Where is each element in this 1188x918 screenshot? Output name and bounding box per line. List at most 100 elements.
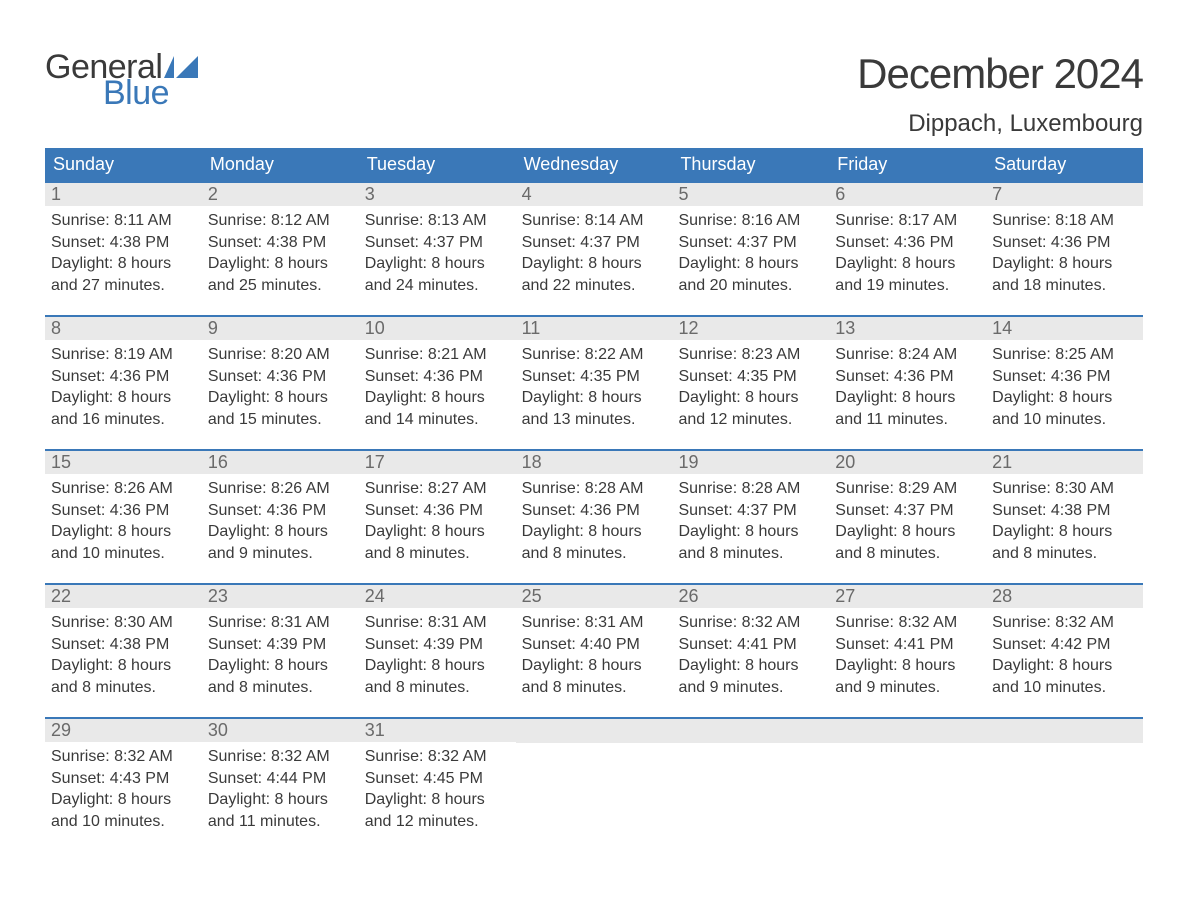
day-d1: Daylight: 8 hours	[208, 253, 353, 275]
day-number-row: 18	[516, 451, 673, 474]
day-sunset: Sunset: 4:36 PM	[208, 500, 353, 522]
day-number: 20	[835, 452, 855, 472]
day-sunset: Sunset: 4:36 PM	[992, 366, 1137, 388]
day-body	[986, 743, 1143, 833]
day-sunrise: Sunrise: 8:22 AM	[522, 344, 667, 366]
day-d2: and 10 minutes.	[51, 543, 196, 565]
day-body: Sunrise: 8:26 AMSunset: 4:36 PMDaylight:…	[45, 474, 202, 568]
day-d2: and 25 minutes.	[208, 275, 353, 297]
calendar: Sunday Monday Tuesday Wednesday Thursday…	[45, 148, 1143, 839]
calendar-week: 29Sunrise: 8:32 AMSunset: 4:43 PMDayligh…	[45, 717, 1143, 839]
weekday-header: Saturday	[986, 148, 1143, 181]
day-sunset: Sunset: 4:37 PM	[522, 232, 667, 254]
day-d1: Daylight: 8 hours	[992, 521, 1137, 543]
day-body: Sunrise: 8:32 AMSunset: 4:45 PMDaylight:…	[359, 742, 516, 836]
day-sunrise: Sunrise: 8:30 AM	[992, 478, 1137, 500]
day-d1: Daylight: 8 hours	[365, 521, 510, 543]
day-number: 11	[522, 318, 541, 338]
day-d1: Daylight: 8 hours	[365, 387, 510, 409]
day-d2: and 8 minutes.	[522, 543, 667, 565]
day-sunset: Sunset: 4:36 PM	[365, 500, 510, 522]
weekday-header: Wednesday	[516, 148, 673, 181]
day-d1: Daylight: 8 hours	[208, 789, 353, 811]
day-number: 3	[365, 184, 375, 204]
calendar-day: 5Sunrise: 8:16 AMSunset: 4:37 PMDaylight…	[672, 183, 829, 303]
day-body: Sunrise: 8:18 AMSunset: 4:36 PMDaylight:…	[986, 206, 1143, 300]
logo: General Blue	[45, 50, 198, 110]
day-number: 18	[522, 452, 542, 472]
day-d2: and 9 minutes.	[835, 677, 980, 699]
day-d1: Daylight: 8 hours	[208, 521, 353, 543]
day-number: 17	[365, 452, 385, 472]
day-body	[516, 743, 673, 833]
day-body: Sunrise: 8:17 AMSunset: 4:36 PMDaylight:…	[829, 206, 986, 300]
day-sunrise: Sunrise: 8:32 AM	[365, 746, 510, 768]
day-sunrise: Sunrise: 8:16 AM	[678, 210, 823, 232]
location-label: Dippach, Luxembourg	[857, 110, 1143, 138]
day-body: Sunrise: 8:23 AMSunset: 4:35 PMDaylight:…	[672, 340, 829, 434]
day-sunrise: Sunrise: 8:11 AM	[51, 210, 196, 232]
day-number: 9	[208, 318, 218, 338]
day-number: 10	[365, 318, 385, 338]
day-d2: and 8 minutes.	[835, 543, 980, 565]
day-d2: and 8 minutes.	[992, 543, 1137, 565]
day-sunset: Sunset: 4:38 PM	[208, 232, 353, 254]
day-number: 14	[992, 318, 1012, 338]
calendar-day: 7Sunrise: 8:18 AMSunset: 4:36 PMDaylight…	[986, 183, 1143, 303]
day-body: Sunrise: 8:29 AMSunset: 4:37 PMDaylight:…	[829, 474, 986, 568]
day-number-row: 7	[986, 183, 1143, 206]
day-sunset: Sunset: 4:37 PM	[365, 232, 510, 254]
day-d1: Daylight: 8 hours	[835, 253, 980, 275]
day-number-row	[986, 719, 1143, 743]
day-number: 5	[678, 184, 688, 204]
day-body: Sunrise: 8:22 AMSunset: 4:35 PMDaylight:…	[516, 340, 673, 434]
day-number-row: 28	[986, 585, 1143, 608]
day-d1: Daylight: 8 hours	[51, 253, 196, 275]
day-sunrise: Sunrise: 8:32 AM	[678, 612, 823, 634]
calendar-day: 26Sunrise: 8:32 AMSunset: 4:41 PMDayligh…	[672, 585, 829, 705]
day-sunrise: Sunrise: 8:20 AM	[208, 344, 353, 366]
day-number-row: 6	[829, 183, 986, 206]
day-number: 28	[992, 586, 1012, 606]
day-body: Sunrise: 8:31 AMSunset: 4:39 PMDaylight:…	[202, 608, 359, 702]
day-d2: and 9 minutes.	[678, 677, 823, 699]
day-number: 21	[992, 452, 1012, 472]
day-number-row: 15	[45, 451, 202, 474]
day-number-row: 31	[359, 719, 516, 742]
calendar-day: 24Sunrise: 8:31 AMSunset: 4:39 PMDayligh…	[359, 585, 516, 705]
calendar-week: 8Sunrise: 8:19 AMSunset: 4:36 PMDaylight…	[45, 315, 1143, 437]
day-number-row: 1	[45, 183, 202, 206]
day-body: Sunrise: 8:13 AMSunset: 4:37 PMDaylight:…	[359, 206, 516, 300]
day-number-row: 11	[516, 317, 673, 340]
day-body: Sunrise: 8:21 AMSunset: 4:36 PMDaylight:…	[359, 340, 516, 434]
day-body: Sunrise: 8:32 AMSunset: 4:41 PMDaylight:…	[672, 608, 829, 702]
day-sunset: Sunset: 4:38 PM	[51, 634, 196, 656]
day-sunrise: Sunrise: 8:13 AM	[365, 210, 510, 232]
day-body: Sunrise: 8:32 AMSunset: 4:43 PMDaylight:…	[45, 742, 202, 836]
weekday-header: Thursday	[672, 148, 829, 181]
day-sunrise: Sunrise: 8:26 AM	[208, 478, 353, 500]
day-number-row: 12	[672, 317, 829, 340]
day-sunrise: Sunrise: 8:32 AM	[208, 746, 353, 768]
weekday-header: Monday	[202, 148, 359, 181]
day-d2: and 12 minutes.	[678, 409, 823, 431]
day-d2: and 20 minutes.	[678, 275, 823, 297]
day-sunrise: Sunrise: 8:23 AM	[678, 344, 823, 366]
day-d2: and 10 minutes.	[992, 409, 1137, 431]
day-number-row	[829, 719, 986, 743]
day-body	[672, 743, 829, 833]
day-sunset: Sunset: 4:37 PM	[678, 500, 823, 522]
day-body: Sunrise: 8:32 AMSunset: 4:42 PMDaylight:…	[986, 608, 1143, 702]
calendar-day: 12Sunrise: 8:23 AMSunset: 4:35 PMDayligh…	[672, 317, 829, 437]
calendar-day: 10Sunrise: 8:21 AMSunset: 4:36 PMDayligh…	[359, 317, 516, 437]
day-body: Sunrise: 8:26 AMSunset: 4:36 PMDaylight:…	[202, 474, 359, 568]
day-number-row	[672, 719, 829, 743]
day-number: 19	[678, 452, 698, 472]
day-number-row: 24	[359, 585, 516, 608]
title-block: December 2024 Dippach, Luxembourg	[857, 50, 1143, 138]
day-body: Sunrise: 8:28 AMSunset: 4:36 PMDaylight:…	[516, 474, 673, 568]
day-d1: Daylight: 8 hours	[522, 655, 667, 677]
calendar-day: 8Sunrise: 8:19 AMSunset: 4:36 PMDaylight…	[45, 317, 202, 437]
day-body: Sunrise: 8:32 AMSunset: 4:41 PMDaylight:…	[829, 608, 986, 702]
day-number: 8	[51, 318, 61, 338]
